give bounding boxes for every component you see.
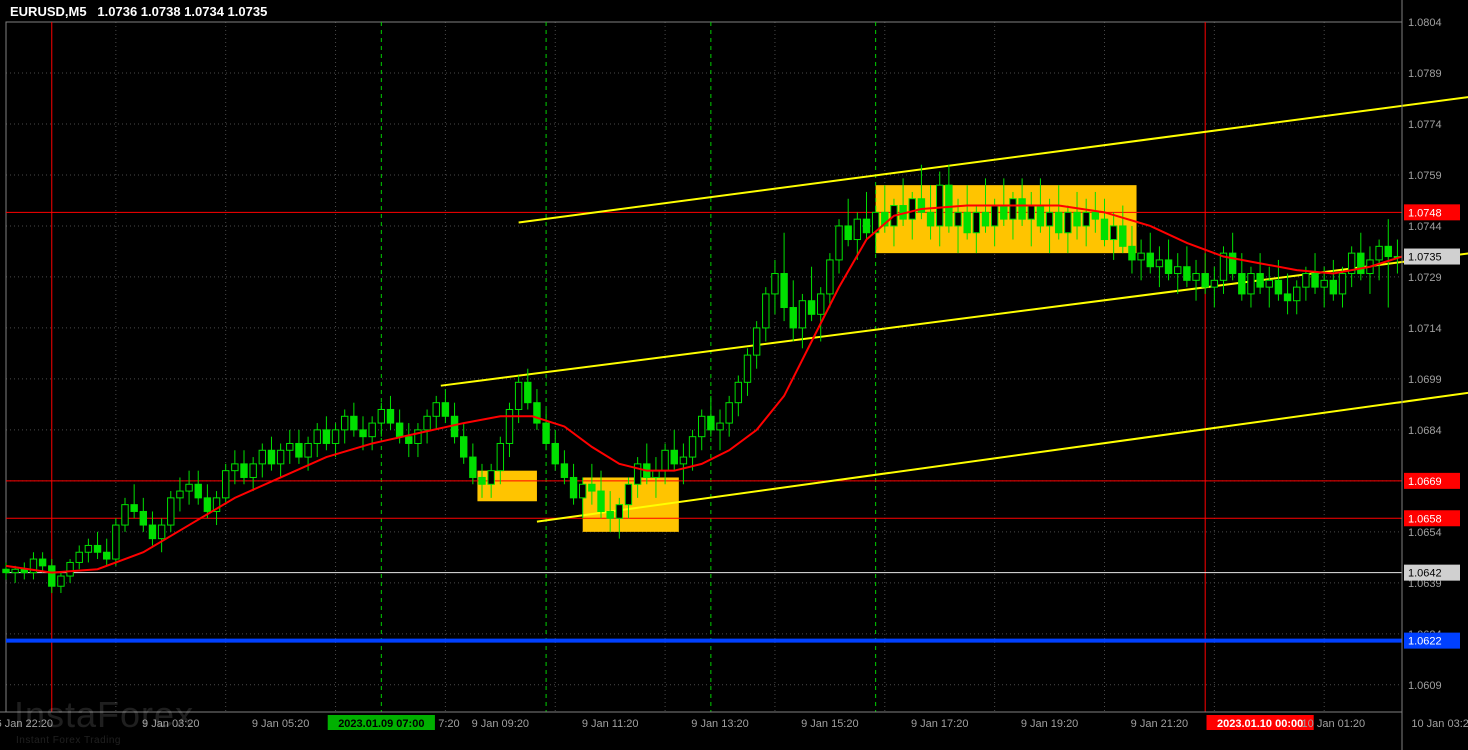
symbol-label: EURUSD,M5 — [10, 4, 87, 19]
svg-text:2023.01.10 00:00: 2023.01.10 00:00 — [1217, 718, 1303, 730]
svg-text:1.0658: 1.0658 — [1408, 513, 1442, 525]
svg-text:10 Jan 03:20: 10 Jan 03:20 — [1411, 718, 1468, 730]
svg-text:10 Jan 01:20: 10 Jan 01:20 — [1302, 718, 1366, 730]
svg-text:9 Jan 17:20: 9 Jan 17:20 — [911, 718, 969, 730]
chart-header: EURUSD,M5 1.0736 1.0738 1.0734 1.0735 — [10, 4, 267, 19]
svg-text:7:20: 7:20 — [438, 718, 459, 730]
svg-text:9 Jan 15:20: 9 Jan 15:20 — [801, 718, 859, 730]
svg-text:1.0609: 1.0609 — [1408, 680, 1442, 692]
svg-text:1.0729: 1.0729 — [1408, 272, 1442, 284]
svg-text:1.0622: 1.0622 — [1408, 636, 1442, 648]
svg-text:1.0744: 1.0744 — [1408, 221, 1442, 233]
svg-text:9 Jan 21:20: 9 Jan 21:20 — [1131, 718, 1189, 730]
svg-text:1.0789: 1.0789 — [1408, 68, 1442, 80]
svg-text:9 Jan 05:20: 9 Jan 05:20 — [252, 718, 310, 730]
chart-svg[interactable]: 1.0804 1.0789 1.0774 1.0759 1.0744 1.0729 1.07… — [0, 0, 1468, 750]
svg-text:9 Jan 13:20: 9 Jan 13:20 — [691, 718, 749, 730]
chart-container[interactable]: EURUSD,M5 1.0736 1.0738 1.0734 1.0735 1.… — [0, 0, 1468, 750]
svg-text:1.0684: 1.0684 — [1408, 425, 1442, 437]
svg-text:9 Jan 19:20: 9 Jan 19:20 — [1021, 718, 1079, 730]
svg-text:1.0804: 1.0804 — [1408, 17, 1442, 29]
ohlc-label: 1.0736 1.0738 1.0734 1.0735 — [97, 4, 267, 19]
svg-text:1.0699: 1.0699 — [1408, 374, 1442, 386]
svg-text:1.0642: 1.0642 — [1408, 568, 1442, 580]
svg-text:1.0714: 1.0714 — [1408, 323, 1442, 335]
svg-text:1.0654: 1.0654 — [1408, 527, 1442, 539]
watermark-main: InstaForex — [14, 694, 194, 736]
svg-text:1.0759: 1.0759 — [1408, 170, 1442, 182]
svg-text:9 Jan 09:20: 9 Jan 09:20 — [472, 718, 530, 730]
svg-text:2023.01.09 07:00: 2023.01.09 07:00 — [338, 718, 424, 730]
svg-text:1.0748: 1.0748 — [1408, 207, 1442, 219]
svg-text:1.0774: 1.0774 — [1408, 119, 1442, 131]
svg-text:9 Jan 11:20: 9 Jan 11:20 — [582, 718, 639, 730]
watermark-sub: Instant Forex Trading — [16, 735, 121, 746]
svg-text:1.0735: 1.0735 — [1408, 252, 1442, 264]
svg-text:1.0669: 1.0669 — [1408, 476, 1442, 488]
